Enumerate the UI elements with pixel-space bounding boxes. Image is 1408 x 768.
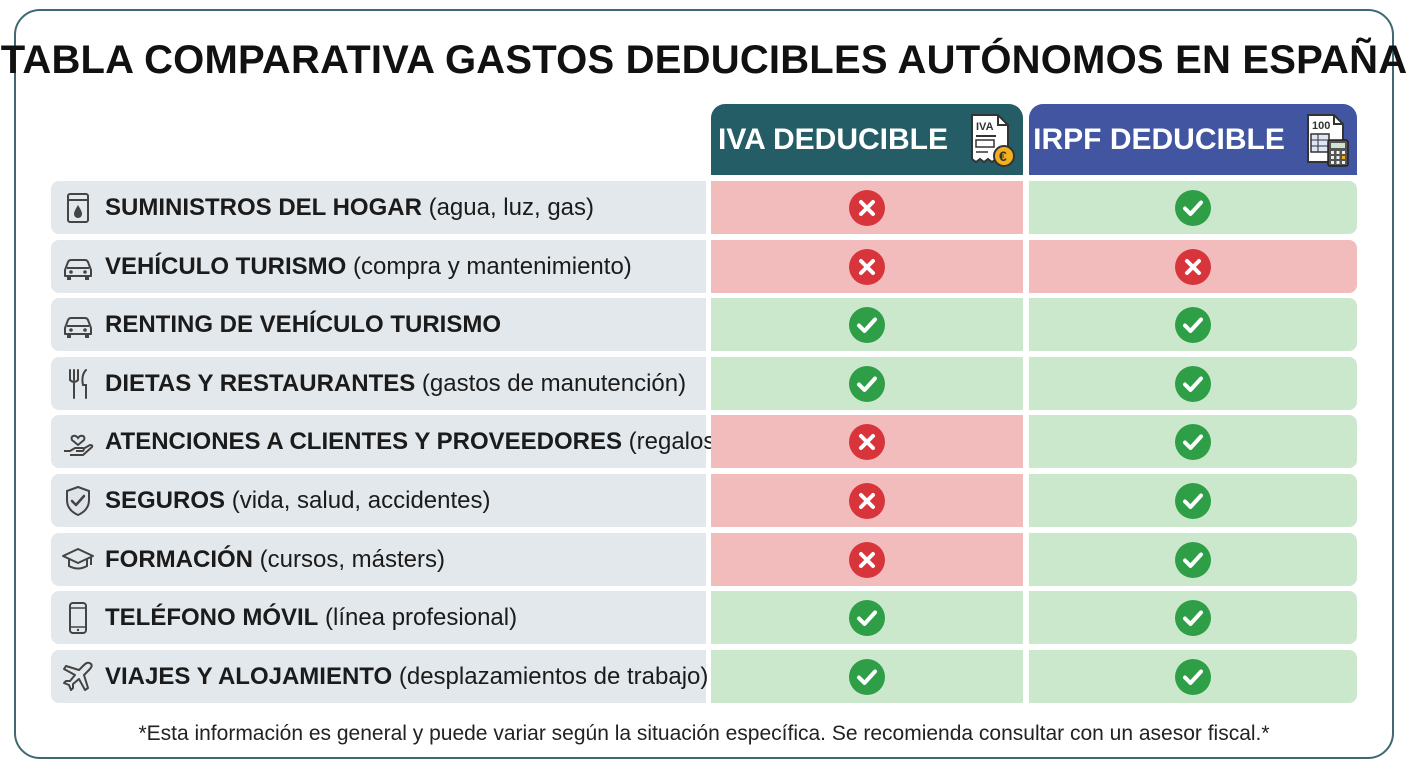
- utilities-meter-icon: [67, 192, 89, 223]
- iva-status-cell: [711, 650, 1023, 703]
- row-label-bold: SUMINISTROS DEL HOGAR: [105, 193, 422, 221]
- check-icon: [849, 365, 885, 402]
- row-label-detail: (gastos de manutención): [415, 369, 687, 397]
- check-icon: [849, 658, 885, 695]
- row-label-bold: FORMACIÓN: [105, 545, 253, 573]
- irpf-status-cell: [1029, 591, 1357, 644]
- row-label: DIETAS Y RESTAURANTES (gastos de manuten…: [105, 370, 686, 398]
- row-label-bold: DIETAS Y RESTAURANTES: [105, 369, 416, 397]
- cross-icon: [849, 248, 885, 285]
- irpf-status-cell: [1029, 181, 1357, 234]
- iva-status-cell: [711, 357, 1023, 410]
- check-icon: [1175, 189, 1211, 226]
- irpf-status-cell: [1029, 357, 1357, 410]
- irpf-status-cell: [1029, 533, 1357, 586]
- row-label-cell: ATENCIONES A CLIENTES Y PROVEEDORES (reg…: [51, 415, 723, 468]
- row-label-cell: SEGUROS (vida, salud, accidentes): [51, 474, 706, 527]
- iva-status-cell: [711, 533, 1023, 586]
- check-icon: [1175, 306, 1211, 343]
- iva-status-cell: [711, 474, 1023, 527]
- row-label-detail: (cursos, másters): [252, 545, 446, 573]
- iva-status-cell: [711, 181, 1023, 234]
- row-label-cell: TELÉFONO MÓVIL (línea profesional): [51, 591, 706, 644]
- row-label-bold: RENTING DE VEHÍCULO TURISMO: [105, 310, 502, 338]
- form-icon-text: 100: [1312, 120, 1330, 132]
- row-label-detail: (desplazamientos de trabajo): [392, 662, 709, 690]
- row-label-cell: FORMACIÓN (cursos, másters): [51, 533, 706, 586]
- row-label-detail: (regalos): [621, 427, 724, 455]
- row-label: VIAJES Y ALOJAMIENTO (desplazamientos de…: [105, 663, 708, 691]
- row-label-cell: VEHÍCULO TURISMO (compra y mantenimiento…: [51, 240, 706, 293]
- irpf-status-cell: [1029, 415, 1357, 468]
- iva-status-cell: [711, 591, 1023, 644]
- column-header-iva-label: IVA DEDUCIBLE: [717, 122, 948, 156]
- row-label: VEHÍCULO TURISMO (compra y mantenimiento…: [105, 253, 632, 281]
- check-icon: [1175, 423, 1211, 460]
- irpf-status-cell: [1029, 650, 1357, 703]
- irpf-status-cell: [1029, 474, 1357, 527]
- svg-text:€: €: [999, 148, 1007, 164]
- check-icon: [849, 599, 885, 636]
- form-calculator-icon: 100: [1306, 113, 1349, 167]
- row-label-detail: (agua, luz, gas): [421, 193, 595, 221]
- column-header-irpf: IRPF DEDUCIBLE 100: [1029, 104, 1357, 175]
- column-header-irpf-label: IRPF DEDUCIBLE: [1033, 122, 1285, 156]
- page-title: TABLA COMPARATIVA GASTOS DEDUCIBLES AUTÓ…: [0, 38, 1408, 82]
- cross-icon: [849, 189, 885, 226]
- cross-icon: [849, 423, 885, 460]
- invoice-euro-icon: IVA €: [971, 113, 1015, 167]
- row-label-cell: DIETAS Y RESTAURANTES (gastos de manuten…: [51, 357, 706, 410]
- cross-icon: [849, 482, 885, 519]
- irpf-status-cell: [1029, 298, 1357, 351]
- row-label: ATENCIONES A CLIENTES Y PROVEEDORES (reg…: [105, 428, 723, 456]
- row-label-bold: TELÉFONO MÓVIL: [105, 603, 319, 631]
- row-label-bold: SEGUROS: [105, 486, 226, 514]
- graduation-cap-icon: [62, 547, 94, 569]
- row-label-detail: (vida, salud, accidentes): [225, 486, 491, 514]
- footnote: *Esta información es general y puede var…: [138, 722, 1270, 745]
- row-label: FORMACIÓN (cursos, másters): [105, 546, 445, 574]
- check-icon: [849, 306, 885, 343]
- hand-heart-icon: [64, 434, 94, 456]
- check-icon: [1175, 482, 1211, 519]
- row-label: RENTING DE VEHÍCULO TURISMO: [105, 311, 501, 339]
- car-icon: [64, 258, 92, 280]
- row-label-bold: VEHÍCULO TURISMO: [105, 252, 347, 280]
- mobile-phone-icon: [69, 601, 87, 634]
- row-label-detail: (compra y mantenimiento): [346, 252, 632, 280]
- cross-icon: [849, 541, 885, 578]
- airplane-icon: [63, 661, 93, 691]
- check-icon: [1175, 599, 1211, 636]
- irpf-status-cell: [1029, 240, 1357, 293]
- check-icon: [1175, 658, 1211, 695]
- invoice-icon-text: IVA: [976, 121, 994, 133]
- column-header-iva: IVA DEDUCIBLE IVA €: [711, 104, 1023, 175]
- check-icon: [1175, 541, 1211, 578]
- cross-icon: [1175, 248, 1211, 285]
- row-label-bold: VIAJES Y ALOJAMIENTO: [105, 662, 393, 690]
- shield-check-icon: [66, 485, 90, 516]
- car-icon: [64, 316, 92, 338]
- iva-status-cell: [711, 415, 1023, 468]
- row-label-bold: ATENCIONES A CLIENTES Y PROVEEDORES: [105, 427, 622, 455]
- row-label: TELÉFONO MÓVIL (línea profesional): [105, 604, 517, 632]
- row-label-cell: RENTING DE VEHÍCULO TURISMO: [51, 298, 706, 351]
- row-label: SEGUROS (vida, salud, accidentes): [105, 487, 491, 515]
- iva-status-cell: [711, 298, 1023, 351]
- row-label-cell: VIAJES Y ALOJAMIENTO (desplazamientos de…: [51, 650, 708, 703]
- row-label: SUMINISTROS DEL HOGAR (agua, luz, gas): [105, 194, 594, 222]
- row-label-detail: (línea profesional): [318, 603, 518, 631]
- check-icon: [1175, 365, 1211, 402]
- fork-knife-icon: [69, 368, 87, 399]
- row-label-cell: SUMINISTROS DEL HOGAR (agua, luz, gas): [51, 181, 706, 234]
- iva-status-cell: [711, 240, 1023, 293]
